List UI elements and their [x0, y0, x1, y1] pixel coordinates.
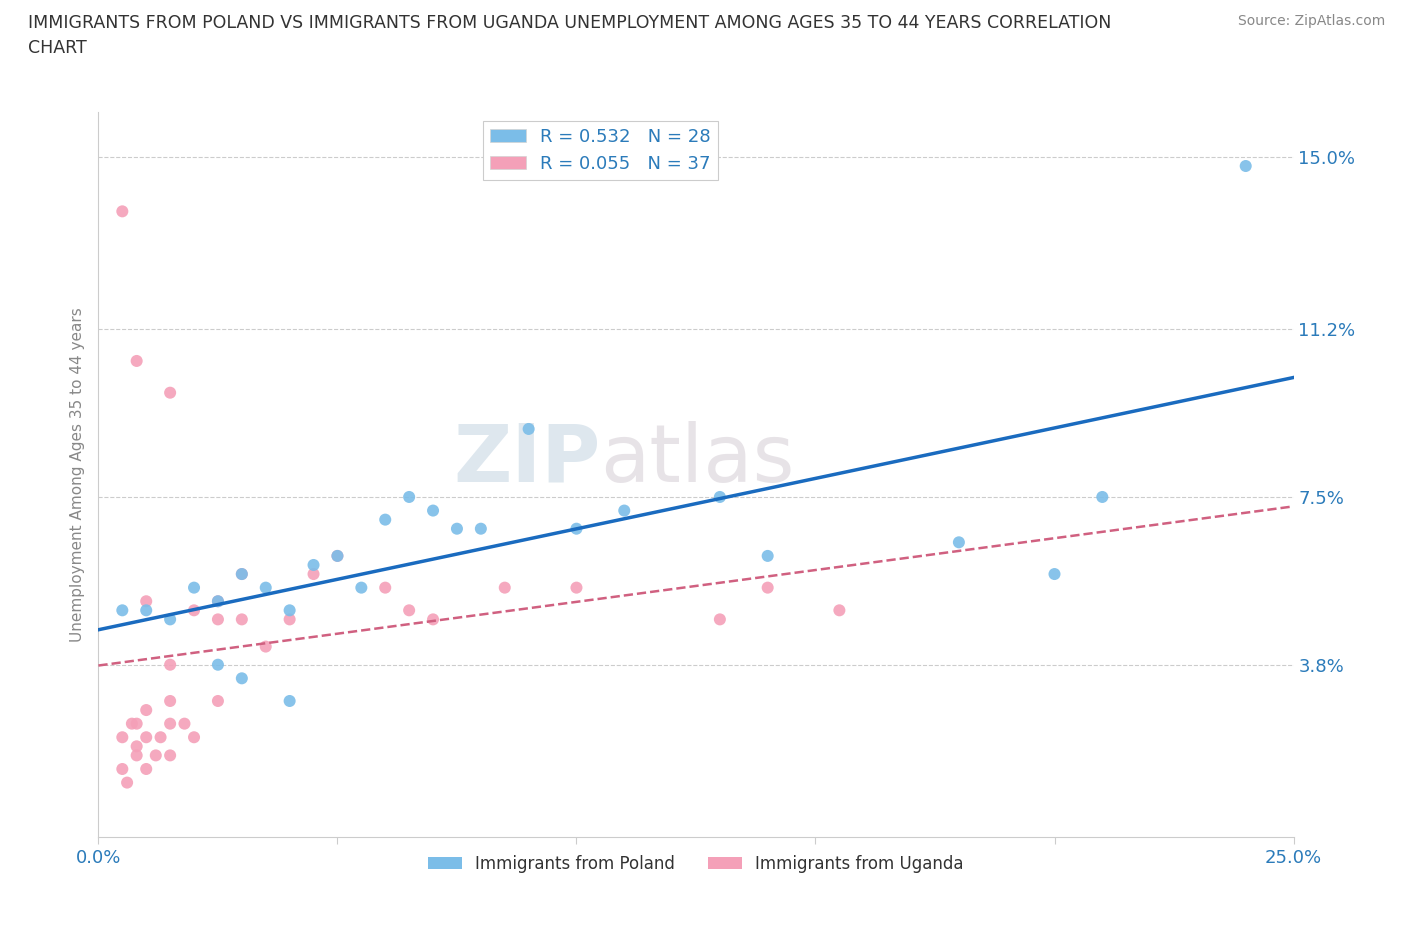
Point	[302, 558, 325, 573]
Point	[125, 748, 148, 763]
Point	[278, 603, 301, 618]
Point	[278, 612, 301, 627]
Point	[254, 639, 277, 654]
Point	[231, 566, 253, 581]
Point	[183, 580, 205, 595]
Point	[565, 521, 588, 536]
Point	[135, 594, 157, 609]
Point	[159, 748, 181, 763]
Point	[111, 762, 134, 777]
Point	[326, 549, 349, 564]
Point	[183, 730, 205, 745]
Legend: Immigrants from Poland, Immigrants from Uganda: Immigrants from Poland, Immigrants from …	[422, 848, 970, 880]
Point	[374, 580, 396, 595]
Point	[159, 716, 181, 731]
Point	[173, 716, 195, 731]
Point	[231, 612, 253, 627]
Point	[111, 603, 134, 618]
Point	[709, 612, 731, 627]
Point	[207, 594, 229, 609]
Point	[446, 521, 468, 536]
Point	[125, 738, 148, 753]
Point	[1091, 489, 1114, 504]
Point	[350, 580, 373, 595]
Point	[207, 594, 229, 609]
Point	[398, 603, 420, 618]
Point	[135, 730, 157, 745]
Text: atlas: atlas	[600, 420, 794, 498]
Point	[115, 776, 138, 790]
Text: ZIP: ZIP	[453, 420, 600, 498]
Text: CHART: CHART	[28, 39, 87, 57]
Point	[159, 694, 181, 709]
Point	[207, 694, 229, 709]
Point	[470, 521, 492, 536]
Point	[159, 612, 181, 627]
Point	[159, 385, 181, 400]
Point	[494, 580, 516, 595]
Point	[111, 730, 134, 745]
Point	[948, 535, 970, 550]
Point	[302, 566, 325, 581]
Point	[374, 512, 396, 527]
Point	[756, 549, 779, 564]
Point	[326, 549, 349, 564]
Point	[125, 716, 148, 731]
Point	[231, 566, 253, 581]
Point	[121, 716, 143, 731]
Point	[1234, 158, 1257, 173]
Point	[135, 603, 157, 618]
Point	[709, 489, 731, 504]
Text: IMMIGRANTS FROM POLAND VS IMMIGRANTS FROM UGANDA UNEMPLOYMENT AMONG AGES 35 TO 4: IMMIGRANTS FROM POLAND VS IMMIGRANTS FRO…	[28, 14, 1112, 32]
Point	[135, 703, 157, 718]
Point	[278, 694, 301, 709]
Point	[207, 612, 229, 627]
Point	[125, 353, 148, 368]
Point	[159, 658, 181, 672]
Point	[111, 204, 134, 219]
Text: Source: ZipAtlas.com: Source: ZipAtlas.com	[1237, 14, 1385, 28]
Point	[517, 421, 540, 436]
Point	[183, 603, 205, 618]
Point	[145, 748, 167, 763]
Point	[828, 603, 851, 618]
Point	[254, 580, 277, 595]
Point	[231, 671, 253, 685]
Point	[398, 489, 420, 504]
Point	[756, 580, 779, 595]
Point	[149, 730, 172, 745]
Point	[135, 762, 157, 777]
Point	[613, 503, 636, 518]
Point	[422, 503, 444, 518]
Y-axis label: Unemployment Among Ages 35 to 44 years: Unemployment Among Ages 35 to 44 years	[69, 307, 84, 642]
Point	[207, 658, 229, 672]
Point	[565, 580, 588, 595]
Point	[422, 612, 444, 627]
Point	[1043, 566, 1066, 581]
